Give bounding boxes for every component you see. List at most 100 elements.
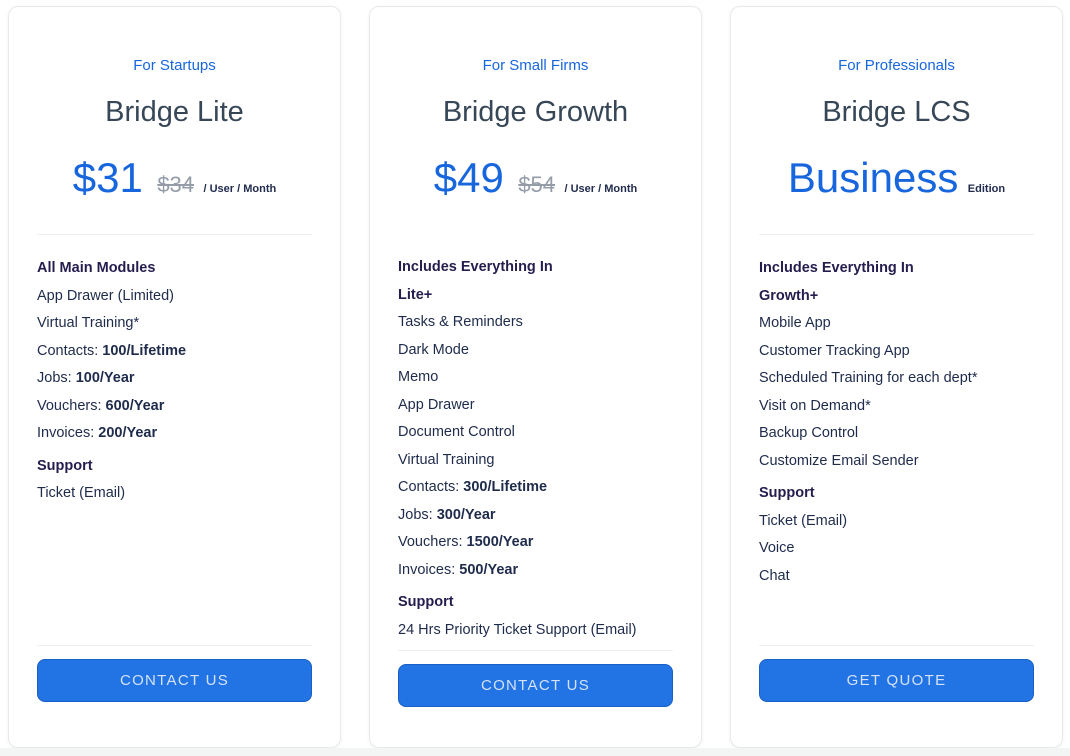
card-title: Bridge Growth	[442, 96, 629, 128]
cta-button[interactable]: GET QUOTE	[759, 659, 1034, 702]
feature-text: Support	[398, 594, 454, 610]
feature-item: App Drawer	[398, 396, 673, 413]
divider	[37, 645, 312, 646]
feature-text: 300/Year	[436, 506, 496, 523]
feature-text: Jobs:	[398, 506, 437, 523]
feature-item: Chat	[759, 567, 1034, 584]
divider	[37, 234, 312, 235]
price-original: $54	[518, 172, 556, 197]
feature-text: Ticket (Email)	[759, 512, 848, 529]
price-row: Business Edition	[759, 153, 1034, 214]
feature-text: Dark Mode	[398, 341, 469, 358]
feature-item: Jobs: 300/Year	[398, 506, 673, 523]
feature-text: 1500/Year	[466, 534, 534, 550]
feature-item: Memo	[398, 370, 673, 385]
price-unit: / User / Month	[203, 183, 277, 195]
feature-text: All Main Modules	[37, 260, 156, 276]
feature-item: Customize Email Sender	[759, 452, 1034, 469]
card-title: Bridge Lite	[105, 96, 244, 128]
feature-heading: Growth+	[759, 287, 1034, 304]
feature-text: 100/Year	[75, 370, 135, 386]
feature-text: Jobs:	[37, 370, 76, 386]
feature-text: Virtual Training*	[37, 315, 140, 331]
feature-text: Visit on Demand*	[759, 397, 871, 414]
feature-text: Includes Everything In	[759, 260, 914, 276]
feature-item: App Drawer (Limited)	[37, 287, 312, 304]
feature-text: Contacts:	[37, 342, 103, 359]
feature-text: 500/Year	[459, 561, 519, 578]
feature-text: Invoices:	[398, 561, 460, 578]
feature-heading: Support	[37, 457, 312, 474]
feature-text: Ticket (Email)	[37, 485, 126, 501]
feature-item: 24 Hrs Priority Ticket Support (Email)	[398, 621, 673, 638]
feature-item: Scheduled Training for each dept*	[759, 371, 1034, 386]
price-current: $49	[433, 154, 504, 201]
price-current: Business	[787, 154, 959, 201]
feature-text: Contacts:	[398, 479, 464, 495]
feature-item: Contacts: 100/Lifetime	[37, 342, 312, 359]
pricing-card: For Small Firms Bridge Growth $49 $54 / …	[369, 6, 702, 748]
page-bottom-strip	[0, 748, 1070, 756]
feature-text: Backup Control	[759, 425, 859, 441]
feature-text: Document Control	[398, 424, 515, 440]
price-current: $31	[72, 154, 143, 201]
card-footer: GET QUOTE	[759, 645, 1034, 747]
divider	[759, 645, 1034, 646]
feature-text: Scheduled Training for each dept*	[759, 370, 978, 386]
feature-text: Support	[759, 485, 815, 501]
divider	[759, 234, 1034, 235]
feature-item: Voice	[759, 541, 1034, 556]
feature-text: 24 Hrs Priority Ticket Support (Email)	[398, 621, 637, 638]
card-title: Bridge LCS	[822, 96, 971, 128]
feature-list: All Main Modules App Drawer (Limited) Virt…	[37, 235, 312, 514]
feature-list: Includes Everything In Growth+ Mobile App C…	[759, 235, 1034, 596]
feature-text: Mobile App	[759, 315, 831, 331]
feature-item: Visit on Demand*	[759, 397, 1034, 414]
feature-heading: All Main Modules	[37, 261, 312, 276]
feature-text: Vouchers:	[37, 397, 106, 414]
feature-item: Ticket (Email)	[759, 512, 1034, 529]
feature-list: Includes Everything In Lite+ Tasks & Remin…	[398, 234, 673, 650]
feature-item: Customer Tracking App	[759, 342, 1034, 359]
feature-text: App Drawer	[398, 396, 475, 413]
card-footer: CONTACT US	[398, 650, 673, 752]
price-unit: / User / Month	[564, 183, 638, 195]
feature-text: Growth+	[759, 287, 819, 304]
feature-text: Tasks & Reminders	[398, 314, 523, 330]
feature-text: Voice	[759, 540, 795, 556]
feature-text: Chat	[759, 567, 790, 584]
feature-item: Virtual Training	[398, 451, 673, 468]
price-unit: Edition	[967, 183, 1006, 195]
feature-text: Memo	[398, 369, 439, 385]
feature-text: Vouchers:	[398, 534, 467, 550]
feature-item: Virtual Training*	[37, 316, 312, 331]
feature-item: Backup Control	[759, 426, 1034, 441]
divider	[398, 650, 673, 651]
feature-text: Virtual Training	[398, 451, 495, 468]
price-original: $34	[157, 172, 195, 197]
card-tagline: For Professionals	[838, 57, 955, 74]
feature-text: App Drawer (Limited)	[37, 287, 174, 304]
feature-item: Jobs: 100/Year	[37, 371, 312, 386]
feature-text: Invoices:	[37, 425, 99, 441]
cta-button[interactable]: CONTACT US	[37, 659, 312, 702]
feature-item: Vouchers: 600/Year	[37, 397, 312, 414]
cta-button[interactable]: CONTACT US	[398, 664, 673, 707]
feature-heading: Lite+	[398, 286, 673, 303]
feature-text: 100/Lifetime	[102, 342, 187, 359]
feature-item: Tasks & Reminders	[398, 315, 673, 330]
feature-item: Document Control	[398, 425, 673, 440]
feature-text: Customer Tracking App	[759, 342, 910, 359]
card-tagline: For Startups	[133, 57, 216, 74]
feature-heading: Includes Everything In	[398, 260, 673, 275]
feature-item: Invoices: 200/Year	[37, 426, 312, 441]
feature-item: Ticket (Email)	[37, 486, 312, 501]
feature-text: Lite+	[398, 286, 433, 303]
feature-item: Invoices: 500/Year	[398, 561, 673, 578]
feature-text: 600/Year	[105, 397, 165, 414]
pricing-card: For Professionals Bridge LCS Business Ed…	[730, 6, 1063, 748]
feature-text: Support	[37, 457, 93, 474]
feature-text: Customize Email Sender	[759, 452, 919, 469]
feature-item: Contacts: 300/Lifetime	[398, 480, 673, 495]
